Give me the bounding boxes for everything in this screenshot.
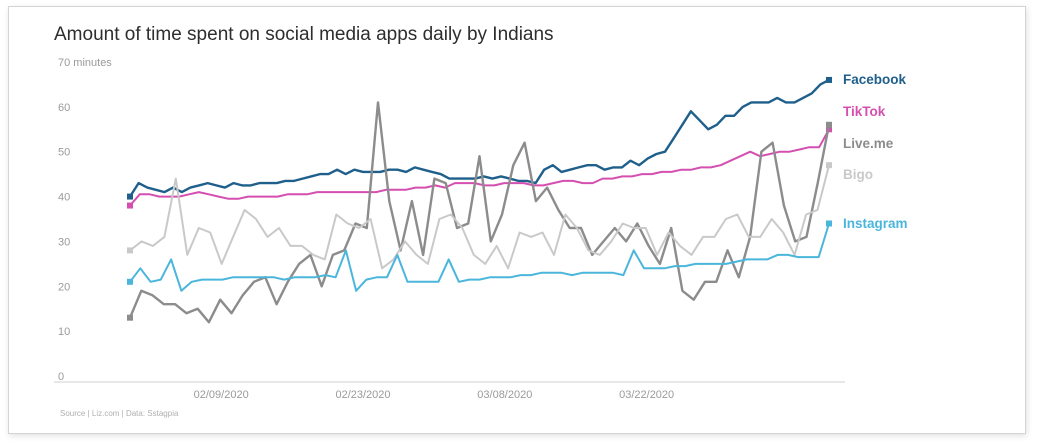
series-start-marker-live-me	[127, 314, 133, 321]
x-tick-label: 03/22/2020	[619, 389, 674, 401]
series-end-marker-live-me	[826, 121, 832, 128]
series-start-marker-instagram	[127, 278, 133, 285]
series-end-marker-bigo	[826, 162, 832, 169]
series-line-facebook	[128, 78, 830, 198]
y-tick-label: 40	[58, 192, 70, 204]
y-axis: 0 10 20 30 40 50 60 70 minutes	[58, 57, 112, 383]
legend-label-tiktok: TikTok	[843, 104, 886, 119]
y-tick-label: 70 minutes	[58, 57, 112, 69]
legend-label-live-me: Live.me	[843, 136, 894, 151]
legend-label-instagram: Instagram	[843, 216, 908, 231]
series-start-marker-facebook	[127, 193, 133, 200]
series-group	[127, 76, 832, 324]
legend-label-facebook: Facebook	[843, 72, 907, 87]
x-tick-label: 02/23/2020	[335, 389, 390, 401]
series-line-tiktok	[129, 128, 830, 207]
chart-card	[8, 6, 1026, 434]
source-note: Source | Liz.com | Data: Sstagpia	[60, 409, 179, 418]
legend-label-bigo: Bigo	[843, 167, 873, 182]
y-tick-label: 20	[58, 281, 70, 293]
series-line-live-me	[128, 101, 831, 324]
y-tick-label: 50	[58, 147, 70, 159]
x-axis: 02/09/2020 02/23/2020 03/08/2020 03/22/2020	[194, 389, 675, 401]
y-tick-label: 0	[58, 371, 64, 383]
x-tick-label: 03/08/2020	[477, 389, 532, 401]
chart-title: Amount of time spent on social media app…	[54, 24, 554, 45]
series-start-marker-tiktok	[127, 202, 133, 209]
y-tick-label: 30	[58, 236, 70, 248]
series-line-instagram	[129, 223, 830, 292]
series-line-bigo	[129, 164, 830, 270]
y-tick-label: 60	[58, 102, 70, 114]
legend: Facebook TikTok Live.me Bigo Instagram	[843, 72, 908, 231]
series-end-marker-instagram	[826, 220, 832, 227]
series-start-marker-bigo	[127, 247, 133, 254]
series-end-marker-facebook	[826, 76, 832, 83]
y-tick-label: 10	[58, 326, 70, 338]
x-tick-label: 02/09/2020	[194, 389, 249, 401]
